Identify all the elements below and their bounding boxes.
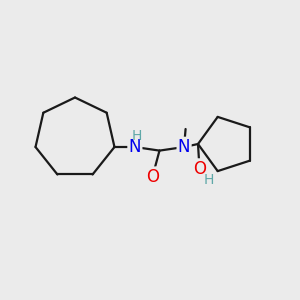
Text: O: O <box>193 160 206 178</box>
Text: O: O <box>146 168 159 186</box>
Text: N: N <box>129 138 141 156</box>
Text: H: H <box>204 173 214 187</box>
Text: N: N <box>178 138 190 156</box>
Text: H: H <box>131 129 142 142</box>
